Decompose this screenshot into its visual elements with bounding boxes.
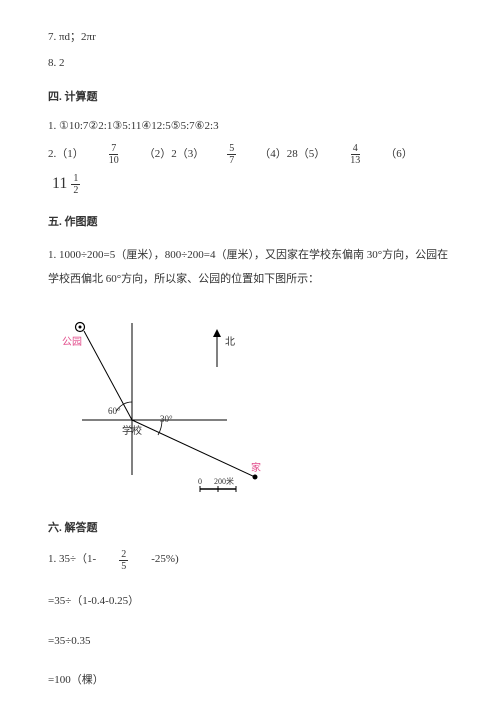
mixed-11-1-2: 11 1 2 — [52, 170, 83, 199]
sec4-q2-p4: （6） — [385, 145, 413, 165]
section-5-title: 五. 作图题 — [48, 213, 452, 233]
sec6-step4: =100（棵） — [48, 671, 452, 691]
frac-5-7: 5 7 — [227, 143, 236, 166]
sec5-para: 1. 1000÷200=5（厘米），800÷200=4（厘米），又因家在学校东偏… — [48, 243, 452, 291]
sec4-q2-prefix: 2.（1） — [48, 145, 84, 165]
sec6-step2: =35÷（1-0.4-0.25） — [48, 592, 452, 612]
svg-text:家: 家 — [251, 461, 261, 474]
frac-2-5: 2 5 — [119, 549, 128, 572]
top-line-1: 7. πd；2πr — [48, 28, 452, 48]
sec6-step3: =35÷0.35 — [48, 632, 452, 652]
sec4-q2: 2.（1） 7 10 （2）2（3） 5 7 （4）28（5） 4 13 （6）… — [48, 143, 452, 199]
frac-4-13: 4 13 — [348, 143, 362, 166]
sec4-q1: 1. ①10:7②2:1③5:11④12:5⑤5:7⑥2:3 — [48, 117, 452, 137]
frac-7-10: 7 10 — [107, 143, 121, 166]
position-diagram: 北 公园家 60° 30° 学校 0 200米 — [60, 305, 290, 495]
svg-text:学校: 学校 — [122, 424, 142, 437]
svg-text:北: 北 — [225, 336, 235, 348]
diagram: 北 公园家 60° 30° 学校 0 200米 — [60, 305, 452, 503]
sec4-q2-p3: （4）28（5） — [259, 145, 325, 165]
svg-text:60°: 60° — [108, 406, 121, 416]
svg-text:公园: 公园 — [62, 336, 82, 348]
svg-text:0: 0 — [198, 477, 202, 486]
sec4-q2-p2: （2）2（3） — [144, 145, 205, 165]
sec6-step1: 1. 35÷（1- 2 5 -25%) — [48, 549, 452, 572]
section-6-title: 六. 解答题 — [48, 519, 452, 539]
top-line-2: 8. 2 — [48, 54, 452, 74]
section-4-title: 四. 计算题 — [48, 88, 452, 108]
svg-text:30°: 30° — [160, 414, 173, 424]
svg-text:200米: 200米 — [214, 476, 234, 486]
